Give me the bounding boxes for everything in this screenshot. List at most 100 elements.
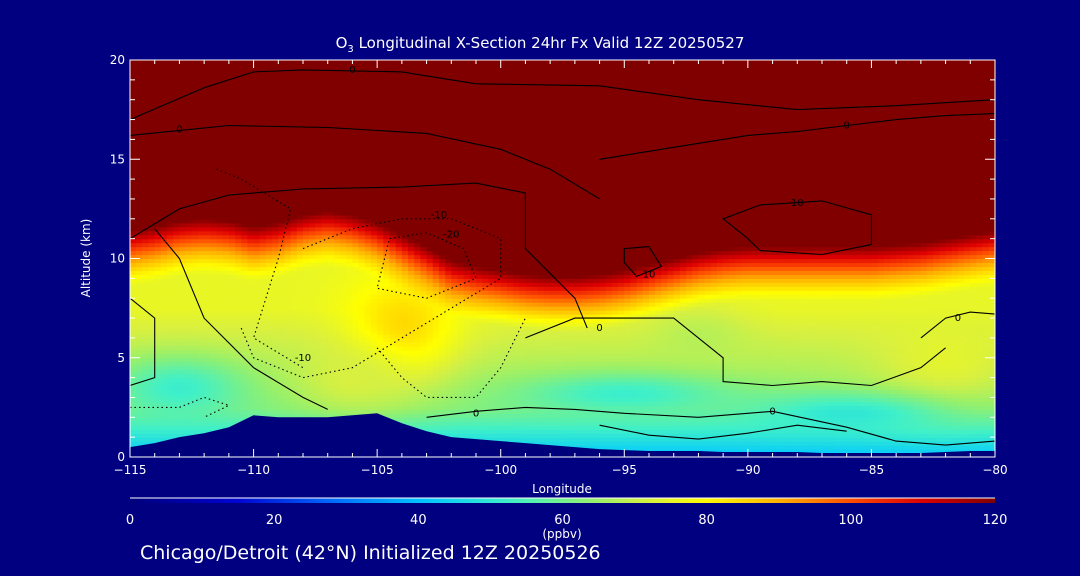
heatmap-cell	[228, 167, 236, 172]
heatmap-cell	[216, 246, 224, 252]
heatmap-cell	[241, 242, 248, 248]
heatmap-cell	[327, 286, 335, 291]
heatmap-cell	[265, 385, 273, 391]
heatmap-cell	[160, 163, 168, 168]
heatmap-cell	[352, 91, 360, 97]
heatmap-cell	[167, 425, 174, 430]
heatmap-cell	[148, 337, 156, 343]
heatmap-cell	[290, 214, 298, 220]
heatmap-cell	[370, 329, 378, 335]
heatmap-cell	[340, 369, 347, 375]
heatmap-cell	[309, 353, 316, 359]
heatmap-cell	[179, 198, 187, 204]
heatmap-cell	[130, 226, 137, 232]
heatmap-cell	[309, 302, 316, 307]
heatmap-cell	[358, 151, 366, 156]
heatmap-cell	[222, 202, 230, 208]
heatmap-cell	[321, 155, 329, 160]
heatmap-cell	[204, 202, 211, 208]
heatmap-cell	[185, 433, 193, 438]
heatmap-cell	[401, 210, 409, 216]
heatmap-cell	[228, 222, 236, 228]
heatmap-cell	[321, 83, 329, 89]
heatmap-cell	[210, 127, 218, 133]
heatmap-cell	[130, 441, 137, 446]
heatmap-cell	[222, 405, 230, 410]
heatmap-cell	[414, 79, 421, 85]
heatmap-cell	[309, 349, 316, 355]
heatmap-cell	[179, 357, 187, 363]
heatmap-cell	[222, 151, 230, 156]
heatmap-cell	[278, 310, 286, 315]
heatmap-cell	[173, 306, 181, 311]
heatmap-cell	[303, 79, 310, 85]
heatmap-cell	[235, 325, 242, 331]
heatmap-cell	[327, 218, 335, 224]
heatmap-cell	[160, 115, 168, 121]
heatmap-cell	[432, 365, 440, 371]
heatmap-cell	[432, 337, 440, 343]
heatmap-cell	[420, 151, 428, 156]
heatmap-cell	[420, 401, 428, 406]
heatmap-cell	[197, 75, 205, 81]
heatmap-cell	[426, 111, 434, 117]
heatmap-cell	[247, 119, 255, 125]
heatmap-cell	[272, 183, 279, 188]
heatmap-cell	[204, 210, 211, 216]
heatmap-cell	[346, 274, 354, 279]
heatmap-cell	[241, 329, 248, 335]
heatmap-cell	[401, 282, 409, 287]
heatmap-cell	[408, 417, 415, 422]
heatmap-cell	[130, 187, 137, 192]
heatmap-cell	[259, 337, 267, 343]
heatmap-cell	[253, 119, 261, 125]
heatmap-cell	[346, 159, 354, 164]
heatmap-cell	[340, 349, 347, 355]
heatmap-cell	[426, 191, 434, 196]
heatmap-cell	[340, 314, 347, 319]
heatmap-cell	[296, 191, 304, 196]
heatmap-cell	[432, 381, 440, 387]
heatmap-cell	[377, 361, 384, 367]
heatmap-cell	[383, 298, 391, 303]
heatmap-cell	[197, 365, 205, 371]
heatmap-cell	[340, 246, 347, 252]
heatmap-cell	[272, 67, 279, 73]
heatmap-cell	[179, 139, 187, 144]
heatmap-cell	[401, 413, 409, 418]
heatmap-cell	[358, 103, 366, 109]
heatmap-cell	[222, 373, 230, 379]
heatmap-cell	[173, 60, 181, 65]
heatmap-cell	[389, 377, 397, 383]
heatmap-cell	[148, 389, 156, 395]
heatmap-cell	[395, 75, 403, 81]
heatmap-cell	[278, 83, 286, 89]
heatmap-cell	[185, 151, 193, 156]
heatmap-cell	[210, 210, 218, 216]
heatmap-cell	[278, 306, 286, 311]
heatmap-cell	[358, 131, 366, 137]
heatmap-cell	[296, 147, 304, 152]
heatmap-cell	[290, 314, 298, 319]
heatmap-cell	[167, 389, 174, 395]
heatmap-cell	[210, 298, 218, 303]
heatmap-cell	[395, 373, 403, 379]
heatmap-cell	[204, 290, 211, 295]
heatmap-cell	[228, 361, 236, 367]
heatmap-cell	[352, 103, 360, 109]
heatmap-cell	[179, 167, 187, 172]
heatmap-cell	[228, 198, 236, 204]
heatmap-cell	[130, 294, 137, 299]
heatmap-cell	[148, 329, 156, 335]
heatmap-cell	[414, 75, 421, 81]
heatmap-cell	[154, 191, 162, 196]
heatmap-cell	[154, 95, 162, 101]
heatmap-cell	[185, 381, 193, 387]
heatmap-cell	[346, 329, 354, 335]
heatmap-cell	[179, 155, 187, 160]
heatmap-cell	[340, 325, 347, 331]
heatmap-cell	[253, 318, 261, 323]
heatmap-cell	[408, 250, 415, 256]
heatmap-cell	[377, 198, 384, 204]
heatmap-cell	[364, 389, 372, 395]
